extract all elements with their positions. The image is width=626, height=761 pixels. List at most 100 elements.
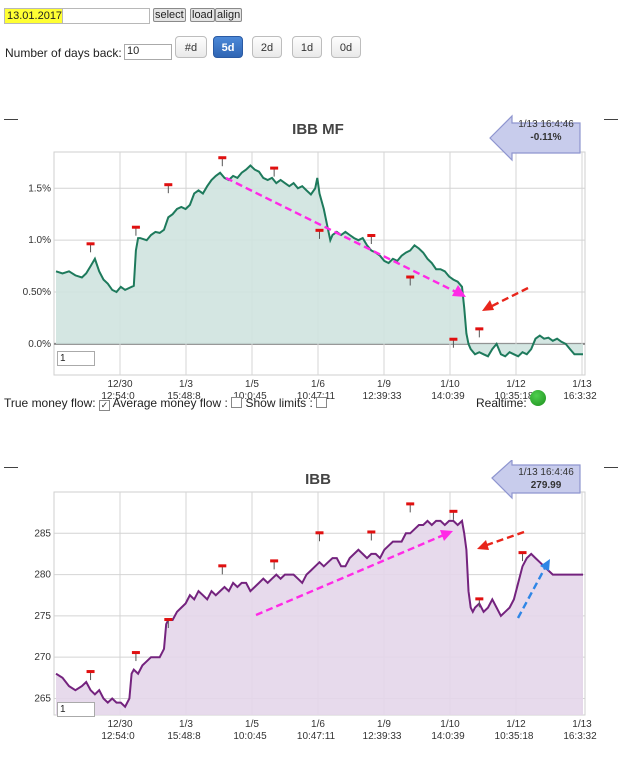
x-tick-time: 12:39:33 xyxy=(363,731,402,742)
collapse-price-chart[interactable]: — xyxy=(4,458,18,474)
mf-chart-title: IBB MF xyxy=(292,121,344,138)
event-marker[interactable] xyxy=(518,551,527,555)
price-markers xyxy=(86,502,527,681)
event-marker[interactable] xyxy=(449,509,458,513)
select-button[interactable]: select xyxy=(153,8,186,22)
event-marker[interactable] xyxy=(270,166,279,170)
x-tick-date: 1/9 xyxy=(377,719,391,730)
range-button-1d[interactable]: 1d xyxy=(292,36,322,58)
x-tick-date: 1/3 xyxy=(179,379,193,390)
x-tick-date: 1/9 xyxy=(377,379,391,390)
show-limits-checkbox[interactable] xyxy=(316,397,328,408)
x-tick-time: 10:0:45 xyxy=(233,391,267,400)
x-tick-time: 10:47:11 xyxy=(297,391,336,400)
range-button-0d[interactable]: 0d xyxy=(331,36,361,58)
date-input[interactable]: 13.01.2017 xyxy=(4,8,68,24)
show-limits-label: Show limits : xyxy=(245,396,313,410)
event-marker[interactable] xyxy=(218,156,227,160)
x-tick-time: 15:48:8 xyxy=(167,391,201,400)
x-tick-date: 1/6 xyxy=(311,719,325,730)
symbol-input[interactable] xyxy=(62,8,150,24)
mf-scale-input[interactable]: 1 xyxy=(57,351,95,366)
mf-badge-value: -0.11% xyxy=(530,132,561,143)
event-marker[interactable] xyxy=(86,670,95,674)
true-mf-label: True money flow: xyxy=(4,396,96,410)
x-tick-date: 1/10 xyxy=(440,379,460,390)
price-chart-title: IBB xyxy=(305,471,331,488)
realtime-label: Realtime: xyxy=(476,396,527,410)
x-tick-time: 10:0:45 xyxy=(233,731,267,742)
x-tick-time: 12:54:0 xyxy=(101,731,135,742)
expand-price-chart[interactable]: — xyxy=(604,458,618,474)
event-marker[interactable] xyxy=(164,183,173,187)
x-tick-date: 1/13 xyxy=(572,379,592,390)
load-button[interactable]: load xyxy=(190,8,215,22)
y-tick-label: 275 xyxy=(34,611,51,622)
y-tick-label: 265 xyxy=(34,693,51,704)
y-tick-label: 285 xyxy=(34,528,51,539)
price-annotation-arrows xyxy=(255,530,550,619)
range-button-2d[interactable]: 2d xyxy=(252,36,282,58)
range-button-custom[interactable]: #d xyxy=(175,36,207,58)
mf-y-ticks: 1.5% 1.0% 0.50% 0.0% xyxy=(23,183,51,350)
x-tick-time: 10:35:18 xyxy=(495,391,534,400)
y-tick-label: 0.0% xyxy=(28,339,51,350)
event-marker[interactable] xyxy=(270,559,279,563)
event-marker[interactable] xyxy=(218,564,227,568)
expand-mf-chart[interactable]: — xyxy=(604,110,618,126)
align-button[interactable]: align xyxy=(215,8,243,22)
x-tick-time: 12:54:0 xyxy=(101,391,135,400)
event-marker[interactable] xyxy=(449,337,458,341)
range-button-5d[interactable]: 5d xyxy=(213,36,243,58)
price-badge-value: 279.99 xyxy=(531,480,562,491)
event-marker[interactable] xyxy=(164,618,173,622)
avg-mf-label: Average money flow : xyxy=(112,396,228,410)
y-tick-label: 270 xyxy=(34,652,51,663)
mf-badge-time: 1/13 16:4:46 xyxy=(518,119,574,130)
x-tick-date: 1/6 xyxy=(311,379,325,390)
avg-mf-checkbox[interactable] xyxy=(231,397,243,408)
event-marker[interactable] xyxy=(475,597,484,601)
price-line xyxy=(55,518,583,709)
mf-line xyxy=(55,164,583,358)
price-badge-time: 1/13 16:4:46 xyxy=(518,467,574,478)
x-tick-time: 12:39:33 xyxy=(363,391,402,400)
x-tick-date: 12/30 xyxy=(107,379,132,390)
y-tick-label: 280 xyxy=(34,570,51,581)
event-marker[interactable] xyxy=(315,228,324,232)
event-marker[interactable] xyxy=(406,502,415,506)
mf-markers xyxy=(86,156,484,348)
x-tick-time: 14:0:39 xyxy=(431,391,465,400)
x-tick-date: 12/30 xyxy=(107,719,132,730)
y-tick-label: 1.0% xyxy=(28,235,51,246)
x-tick-time: 10:47:11 xyxy=(297,731,336,742)
x-tick-date: 1/5 xyxy=(245,719,259,730)
event-marker[interactable] xyxy=(406,275,415,279)
collapse-mf-chart[interactable]: — xyxy=(4,110,18,126)
x-tick-date: 1/12 xyxy=(506,719,526,730)
event-marker[interactable] xyxy=(367,530,376,534)
event-marker[interactable] xyxy=(315,531,324,535)
x-tick-time: 16:3:32 xyxy=(563,731,597,742)
event-marker[interactable] xyxy=(86,242,95,246)
event-marker[interactable] xyxy=(131,651,140,655)
x-tick-time: 16:3:32 xyxy=(563,391,597,400)
x-tick-time: 15:48:8 xyxy=(167,731,201,742)
days-back-label: Number of days back: xyxy=(5,46,122,60)
x-tick-date: 1/12 xyxy=(506,379,526,390)
event-marker[interactable] xyxy=(367,234,376,238)
realtime-indicator[interactable] xyxy=(530,390,546,406)
event-marker[interactable] xyxy=(475,327,484,331)
x-tick-date: 1/3 xyxy=(179,719,193,730)
y-tick-label: 0.50% xyxy=(23,287,51,298)
price-y-ticks: 285 280 275 270 265 xyxy=(34,528,51,704)
days-back-input[interactable]: 10 xyxy=(124,44,172,60)
x-tick-time: 10:35:18 xyxy=(495,731,534,742)
event-marker[interactable] xyxy=(131,225,140,229)
price-scale-input[interactable]: 1 xyxy=(57,702,95,717)
x-tick-time: 14:0:39 xyxy=(431,731,465,742)
price-area xyxy=(56,520,583,715)
true-mf-checkbox[interactable]: ✓ xyxy=(98,400,110,411)
x-tick-date: 1/5 xyxy=(245,379,259,390)
